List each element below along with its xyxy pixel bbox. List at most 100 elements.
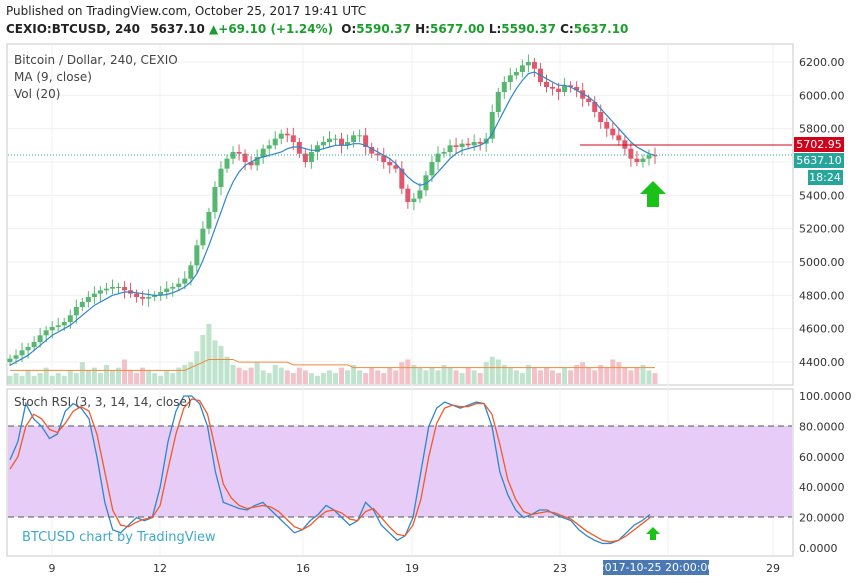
volume-bar (164, 370, 170, 384)
price-axis[interactable]: 6200.006000.005800.005600.005400.005200.… (799, 56, 845, 369)
candle-body (103, 288, 109, 291)
candle-body (441, 152, 447, 154)
candle-body (634, 158, 640, 162)
candle-body (170, 287, 176, 289)
volume-bar (206, 324, 212, 384)
candle-body (13, 355, 19, 359)
candle-body (254, 157, 260, 166)
stoch-d-line (9, 398, 651, 543)
volume-bar (302, 370, 308, 384)
candle-body (146, 297, 152, 299)
up-triangle-icon: ▲ (209, 22, 219, 36)
volume-bar (489, 356, 495, 384)
candle-body (278, 133, 284, 139)
volume-bar (345, 370, 351, 384)
candle-body (194, 245, 200, 266)
volume-bar (320, 373, 326, 384)
volume-bar (236, 367, 242, 384)
volume-bar (369, 367, 375, 384)
rsi-tick-label: 60.0000 (799, 451, 845, 464)
volume-bar (543, 367, 549, 384)
volume-bar (188, 362, 194, 384)
high-value: 5677.00 (429, 22, 485, 36)
price-tick-label: 5200.00 (799, 223, 845, 236)
candle-body (652, 155, 658, 157)
rsi-pane-frame (6, 388, 794, 557)
stoch-legend[interactable]: Stoch RSI (3, 3, 14, 14, close) (14, 395, 192, 409)
volume-bar (495, 359, 501, 384)
volume-bar (610, 359, 616, 384)
volume-bar (25, 370, 31, 384)
low-label: L: (488, 22, 502, 36)
volume-bar (477, 373, 483, 384)
candle-body (31, 342, 37, 347)
price-tick-label: 5800.00 (799, 123, 845, 136)
candle-body (109, 287, 115, 289)
volume-bar (586, 367, 592, 384)
volume-bar (7, 375, 13, 384)
candle-body (489, 112, 495, 139)
volume-bar (272, 364, 278, 384)
volume-bar (634, 367, 640, 384)
price-tick-label: 5400.00 (799, 189, 845, 202)
candle-body (411, 198, 417, 202)
volume-bar (363, 373, 369, 384)
candle-body (417, 190, 423, 199)
volume-bar (97, 373, 103, 384)
volume-bar (525, 364, 531, 384)
candle-body (49, 327, 55, 331)
volume-bar (592, 370, 598, 384)
time-tick-label: 23 (553, 562, 567, 575)
volume-bar (260, 370, 266, 384)
candle-body (19, 350, 25, 356)
volume-bar (483, 362, 489, 384)
close-label: C: (560, 22, 574, 36)
candle-body (598, 112, 604, 122)
symbol-label[interactable]: CEXIO:BTCUSD, 240 (6, 22, 140, 36)
rsi-tick-label: 100.0000 (799, 390, 852, 403)
volume-bar (13, 373, 19, 384)
candle-body (531, 62, 537, 69)
volume-bar (622, 367, 628, 384)
candle-body (543, 82, 549, 87)
volume-bar (55, 373, 61, 384)
stoch-k-line (9, 395, 651, 545)
rsi-axis[interactable]: 100.0000 80.0000 60.0000 40.0000 20.0000 0.00… (799, 390, 852, 555)
candle-body (236, 152, 242, 154)
candle-body (272, 138, 278, 146)
last-price-tag (794, 153, 844, 168)
countdown-tag (808, 170, 843, 185)
volume-bar (73, 373, 79, 384)
candle-body (206, 212, 212, 229)
candle-body (116, 287, 122, 288)
candle-body (176, 283, 182, 287)
price-tick-label: 4600.00 (799, 323, 845, 336)
candle-body (200, 228, 206, 246)
candle-body (140, 297, 146, 299)
volume-bar (640, 364, 646, 384)
volume-bar (531, 367, 537, 384)
price-tick-label: 5000.00 (799, 256, 845, 269)
candle-body (363, 135, 369, 147)
candle-body (507, 75, 513, 82)
volume-bar (556, 373, 562, 384)
candle-body (339, 138, 345, 146)
candle-body (242, 153, 248, 162)
candle-body (580, 90, 586, 99)
volume-bar (357, 370, 363, 384)
candle-body (158, 292, 164, 296)
candle-body (67, 315, 73, 322)
volume-bar (182, 364, 188, 384)
candle-body (646, 155, 652, 159)
ma-legend[interactable]: MA (9, close) (14, 70, 92, 84)
time-highlight (603, 560, 709, 575)
candle-body (586, 98, 592, 102)
candle-body (435, 153, 441, 162)
price-tick-label: 4400.00 (799, 356, 845, 369)
candle-body (459, 143, 465, 147)
small-up-arrow-icon (646, 527, 660, 540)
volume-bar (290, 373, 296, 384)
candle-body (610, 128, 616, 136)
vol-legend[interactable]: Vol (20) (14, 87, 60, 101)
